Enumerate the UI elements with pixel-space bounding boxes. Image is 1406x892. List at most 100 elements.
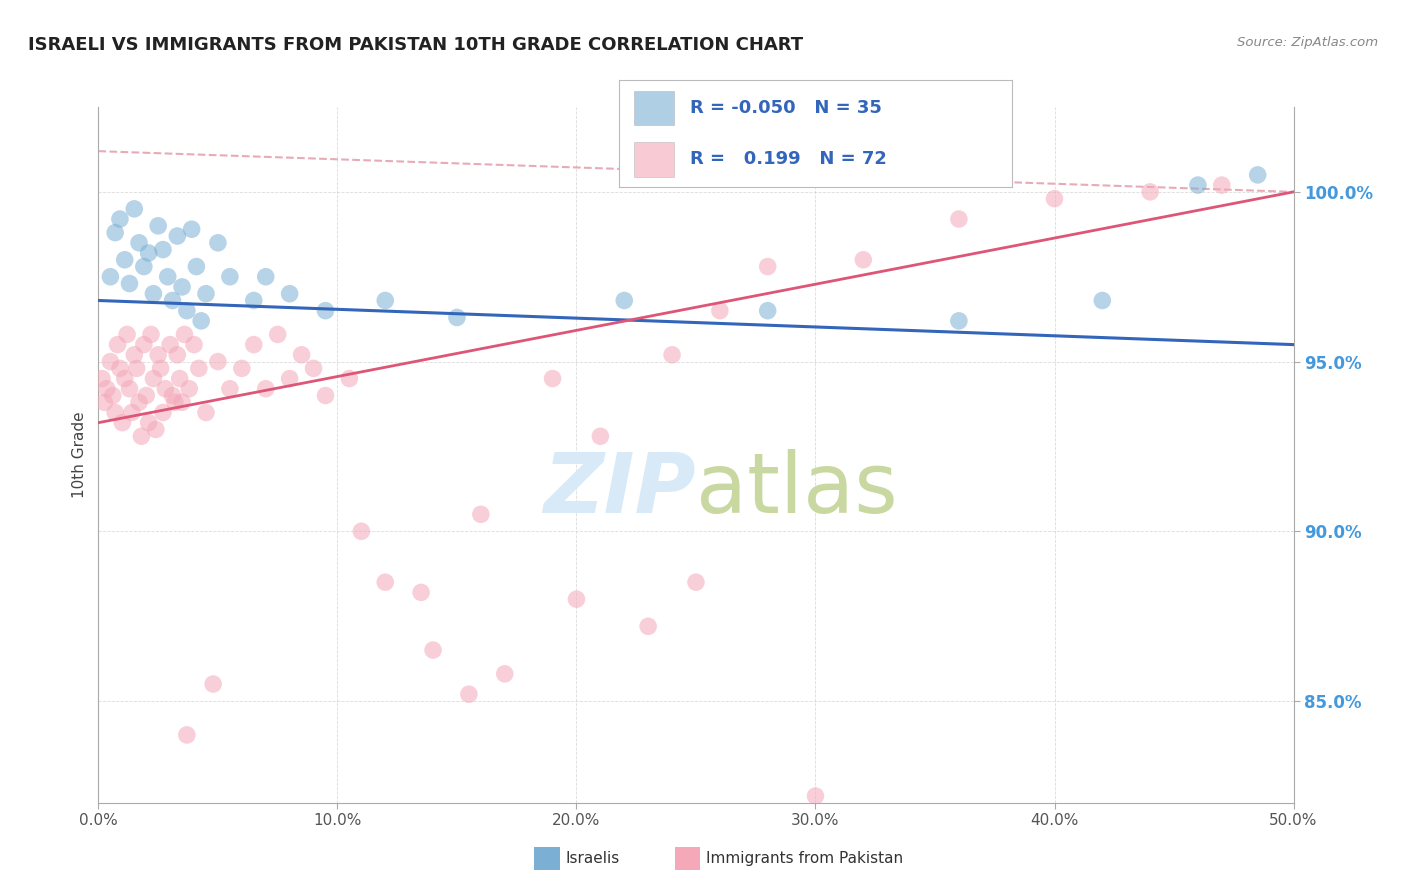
- Point: [163, 395, 186, 409]
- Point: [254, 269, 277, 284]
- Point: [121, 405, 143, 419]
- Point: [470, 508, 492, 522]
- Point: [93, 395, 115, 409]
- Point: [139, 327, 162, 342]
- Point: [162, 293, 184, 308]
- Point: [173, 327, 195, 342]
- Point: [124, 348, 146, 362]
- Point: [207, 354, 229, 368]
- Point: [118, 277, 141, 291]
- Text: Source: ZipAtlas.com: Source: ZipAtlas.com: [1237, 36, 1378, 49]
- Point: [1211, 178, 1233, 193]
- Point: [194, 405, 217, 419]
- Text: R =   0.199   N = 72: R = 0.199 N = 72: [689, 151, 886, 169]
- Point: [142, 371, 165, 385]
- Point: [98, 269, 122, 284]
- Point: [145, 422, 167, 436]
- Point: [152, 243, 174, 257]
- Point: [637, 619, 659, 633]
- Point: [494, 666, 516, 681]
- FancyBboxPatch shape: [634, 143, 673, 177]
- Point: [457, 687, 479, 701]
- Point: [135, 388, 157, 402]
- Point: [541, 371, 564, 385]
- Point: [278, 371, 301, 385]
- Point: [132, 260, 155, 274]
- Point: [169, 371, 191, 385]
- Point: [148, 219, 170, 233]
- Point: [278, 286, 301, 301]
- Point: [1139, 185, 1161, 199]
- Point: [166, 348, 188, 362]
- Point: [852, 252, 875, 267]
- Point: [104, 226, 127, 240]
- Point: [422, 643, 444, 657]
- Text: Immigrants from Pakistan: Immigrants from Pakistan: [706, 852, 903, 866]
- Text: Israelis: Israelis: [565, 852, 620, 866]
- Point: [1091, 293, 1114, 308]
- Point: [1187, 178, 1209, 193]
- Point: [565, 592, 588, 607]
- Point: [219, 269, 242, 284]
- Point: [96, 382, 118, 396]
- Point: [104, 405, 127, 419]
- Point: [159, 337, 181, 351]
- Point: [183, 337, 205, 351]
- Point: [302, 361, 325, 376]
- Text: R = -0.050   N = 35: R = -0.050 N = 35: [689, 99, 882, 117]
- Point: [148, 348, 170, 362]
- Point: [111, 416, 134, 430]
- Point: [267, 327, 290, 342]
- Point: [446, 310, 468, 325]
- Point: [132, 337, 155, 351]
- Point: [131, 429, 153, 443]
- Point: [202, 677, 225, 691]
- Point: [128, 235, 150, 250]
- Point: [156, 269, 179, 284]
- Point: [149, 361, 172, 376]
- Point: [162, 388, 184, 402]
- Point: [155, 382, 177, 396]
- Point: [337, 371, 360, 385]
- Point: [125, 361, 148, 376]
- Point: [219, 382, 242, 396]
- Point: [186, 260, 208, 274]
- Point: [176, 728, 198, 742]
- Point: [114, 252, 136, 267]
- Point: [98, 354, 122, 368]
- Point: [142, 286, 165, 301]
- Point: [350, 524, 373, 539]
- Point: [290, 348, 312, 362]
- Point: [124, 202, 146, 216]
- Point: [128, 395, 150, 409]
- Point: [91, 371, 114, 385]
- Point: [411, 585, 433, 599]
- Point: [187, 361, 209, 376]
- Point: [108, 361, 131, 376]
- Point: [1246, 168, 1268, 182]
- Point: [685, 575, 707, 590]
- Point: [172, 280, 194, 294]
- Point: [804, 789, 827, 803]
- Point: [176, 303, 198, 318]
- Point: [374, 293, 396, 308]
- Point: [948, 212, 970, 227]
- Point: [613, 293, 636, 308]
- Y-axis label: 10th Grade: 10th Grade: [72, 411, 87, 499]
- Point: [756, 260, 779, 274]
- Point: [709, 303, 731, 318]
- Point: [101, 388, 124, 402]
- Point: [756, 303, 779, 318]
- Point: [948, 314, 970, 328]
- Point: [242, 337, 264, 351]
- Point: [107, 337, 129, 351]
- Point: [207, 235, 229, 250]
- Point: [254, 382, 277, 396]
- Point: [118, 382, 141, 396]
- Point: [589, 429, 612, 443]
- Point: [374, 575, 396, 590]
- FancyBboxPatch shape: [634, 91, 673, 125]
- Point: [180, 222, 202, 236]
- Point: [315, 303, 337, 318]
- Point: [166, 229, 188, 244]
